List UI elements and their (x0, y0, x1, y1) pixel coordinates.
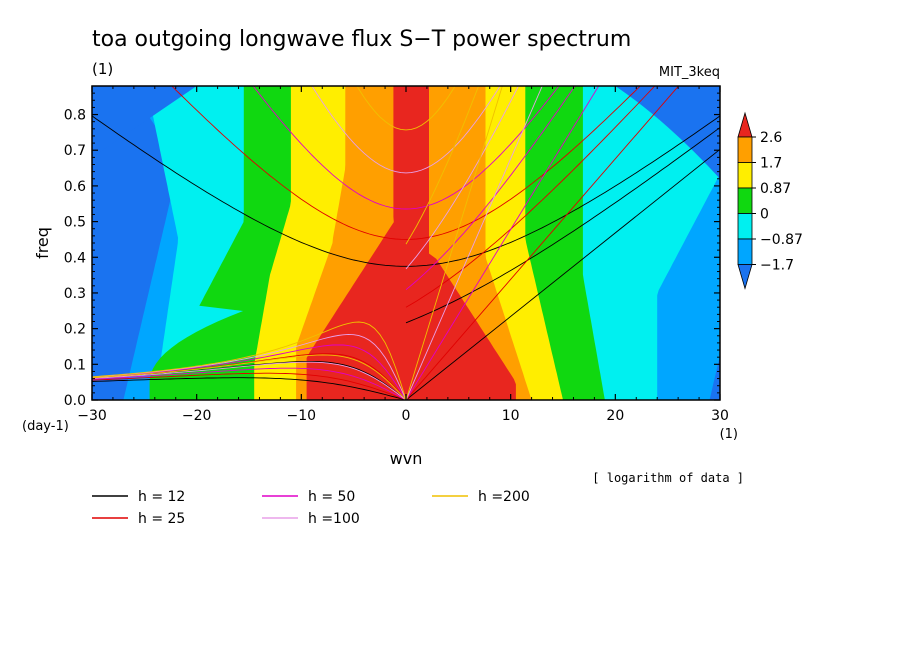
colorbar-box (737, 238, 753, 265)
x-tick-label: 30 (711, 408, 729, 424)
colorbar-label: −0.87 (760, 232, 803, 248)
y-tick-label: 0.2 (64, 322, 86, 338)
colorbar-box (737, 136, 753, 163)
legend-label: h = 12 (138, 489, 185, 505)
gravity-wave-n1-h50 (252, 86, 560, 210)
band-below-neg1.7-right (615, 86, 720, 179)
x-axis-label: wvn (390, 449, 423, 468)
legend-item-h25: h = 25 (92, 511, 185, 527)
legend-item-h50: h = 50 (262, 489, 355, 505)
colorbar-top-arrow (737, 111, 753, 138)
colorbar-label: 0.87 (760, 181, 791, 197)
dispersion-curve-h50 (92, 86, 600, 400)
colorbar-box (737, 213, 753, 240)
kelvin-wave-h100 (405, 86, 543, 400)
data-note: [ logarithm of data ] (592, 471, 744, 485)
mrg-wave-east-h50 (405, 86, 576, 291)
y-tick-label: 0.6 (64, 179, 86, 195)
colorbar-label: 2.6 (760, 130, 782, 146)
y-tick-label: 0.1 (64, 357, 86, 373)
rossby-wave-n1-h100 (92, 361, 407, 400)
legend-label: h =100 (308, 511, 360, 527)
colorbar-box (737, 162, 753, 189)
mrg-wave-east-h200 (405, 86, 480, 245)
rossby-wave-n1-h50 (92, 367, 407, 400)
mrg-wave-east-h25 (405, 86, 656, 308)
dataset-label: MIT_3keq (659, 65, 720, 80)
x-tick-label: −10 (287, 408, 317, 424)
colorbar: 2.6 1.7 0.87 0 −0.87 −1.7 (737, 111, 803, 290)
y-tick-label: 0.0 (64, 393, 86, 409)
mrg-wave-west-h200 (92, 321, 407, 400)
kelvin-wave-h200 (405, 86, 503, 400)
x-tick-label: −20 (182, 408, 212, 424)
mrg-wave-east-h12 (405, 127, 720, 324)
gravity-wave-n1-h100 (311, 86, 501, 174)
gravity-wave-n1-h200 (356, 86, 456, 131)
rossby-wave-n1-h25 (92, 372, 407, 400)
colorbar-label: 1.7 (760, 156, 782, 172)
y-tick-label: 0.5 (64, 215, 86, 231)
chart-title: toa outgoing longwave flux S−T power spe… (92, 27, 631, 52)
colorbar-label: 0 (760, 207, 769, 223)
y-tick-label: 0.8 (64, 108, 86, 124)
rossby-wave-n1-h12 (92, 377, 407, 400)
y-tick-label: 0.7 (64, 143, 86, 159)
kelvin-wave-h12 (405, 148, 720, 400)
x-unit-label: (1) (720, 427, 738, 442)
kelvin-wave-h50 (405, 86, 600, 400)
legend-item-h200: h =200 (432, 489, 530, 505)
colorbar-bottom-arrow (737, 264, 753, 290)
y-unit-label: (day-1) (22, 419, 69, 434)
legend-label: h =200 (478, 489, 530, 505)
y-axis-label: freq (33, 227, 52, 259)
legend: h = 12 h = 25 h = 50 h =100 h =200 (92, 489, 530, 527)
y-tick-label: 0.4 (64, 250, 86, 266)
legend-label: h = 50 (308, 489, 355, 505)
y-tick-label: 0.3 (64, 286, 86, 302)
plot-area (92, 86, 720, 400)
dispersion-curve-h200 (92, 86, 503, 400)
chart-subtitle: (1) (92, 60, 113, 78)
mrg-wave-west-h50 (92, 344, 407, 400)
gravity-wave-n1-h25 (171, 86, 641, 240)
colorbar-box (737, 187, 753, 214)
x-tick-label: −30 (77, 408, 107, 424)
mrg-wave-east-h100 (405, 86, 519, 270)
colorbar-label: −1.7 (760, 258, 794, 274)
x-tick-label: 10 (502, 408, 520, 424)
x-tick-label: 0 (402, 408, 411, 424)
kelvin-wave-h25 (405, 86, 680, 400)
band-above-2.6 (306, 86, 516, 400)
x-tick-label: 20 (606, 408, 624, 424)
gravity-wave-n1-h12 (92, 115, 720, 267)
rossby-wave-n1-h200 (92, 354, 407, 400)
legend-label: h = 25 (138, 511, 185, 527)
legend-item-h100: h =100 (262, 511, 360, 527)
legend-item-h12: h = 12 (92, 489, 185, 505)
band-below-neg1.7-left (92, 86, 197, 158)
